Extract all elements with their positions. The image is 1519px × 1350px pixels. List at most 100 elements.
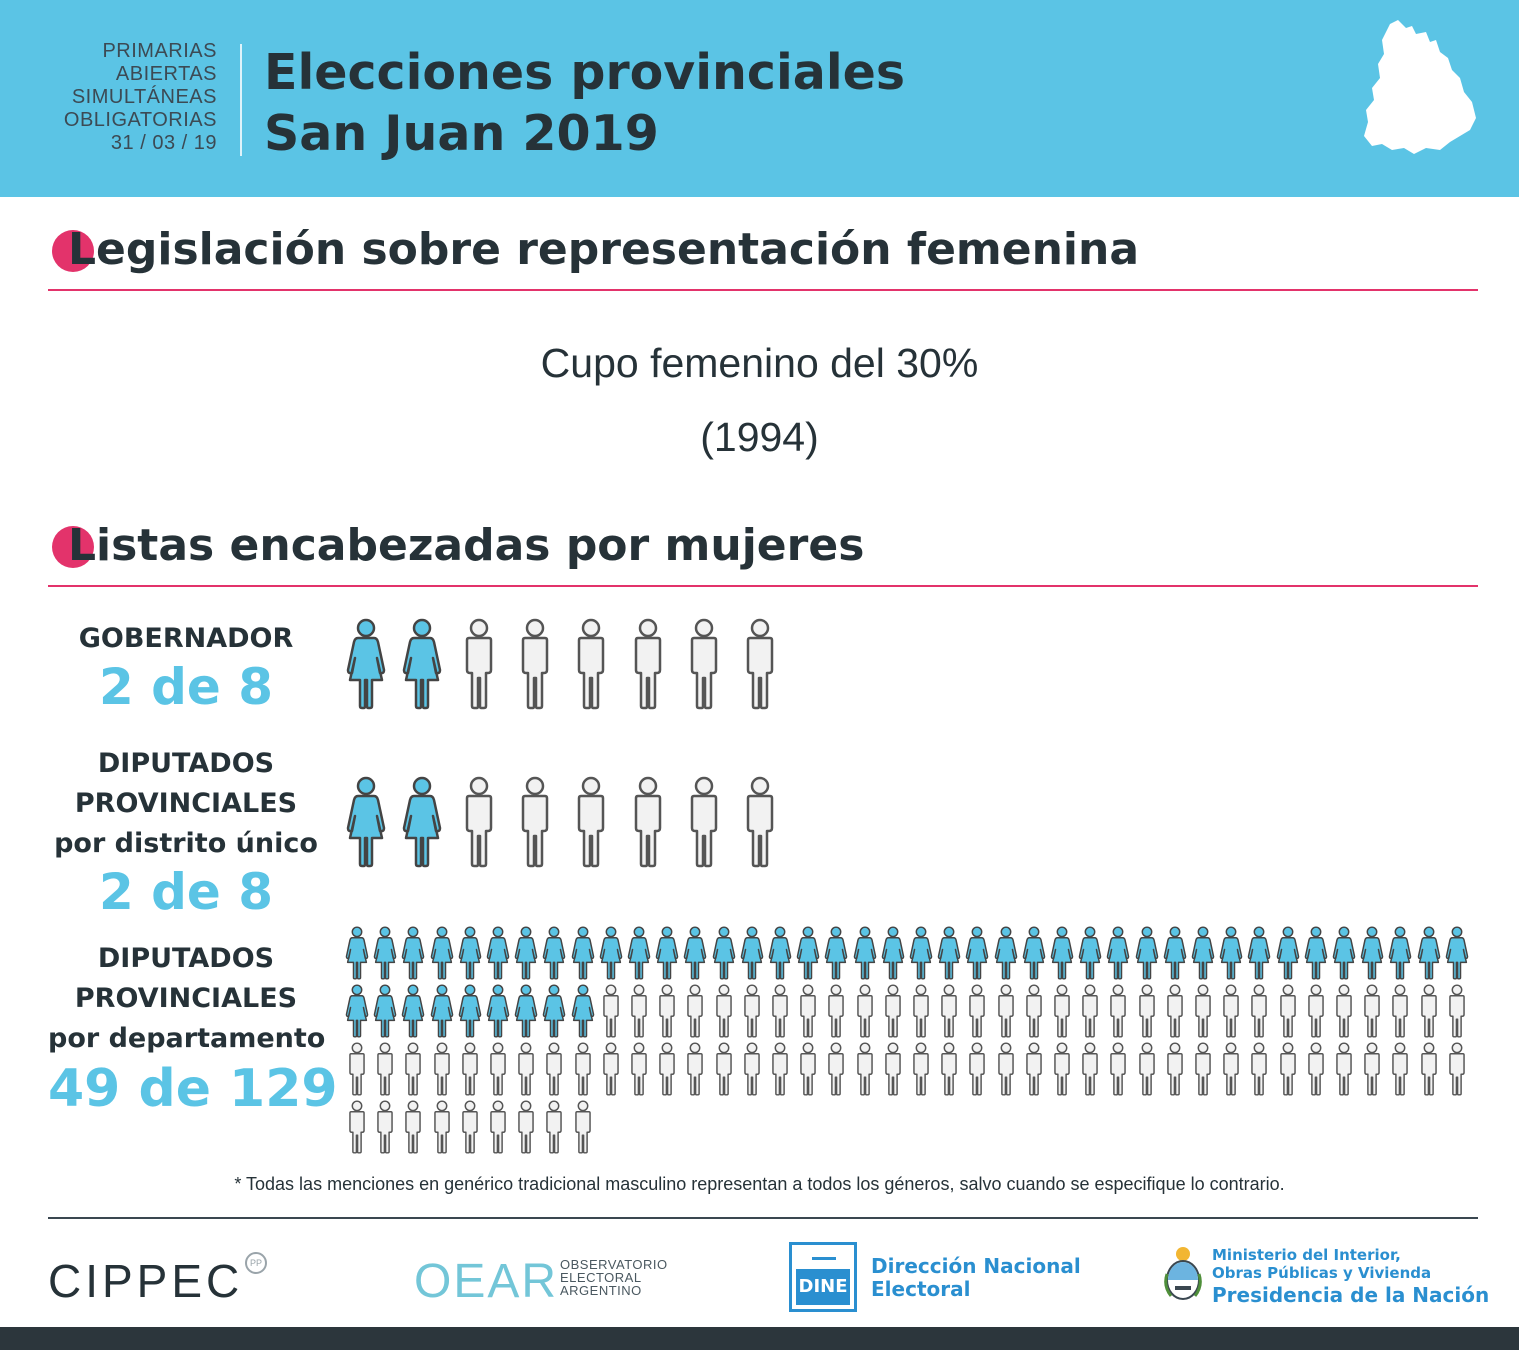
- man-figure-icon: [542, 1100, 566, 1154]
- paso-label: PRIMARIAS ABIERTAS SIMULTÁNEAS OBLIGATOR…: [0, 40, 217, 155]
- dine-text: Dirección Nacional Electoral: [871, 1255, 1081, 1301]
- man-figure-icon: [599, 984, 623, 1038]
- dine-text-line: Electoral: [871, 1277, 971, 1301]
- man-figure-icon: [459, 776, 499, 868]
- oear-subtitle: OBSERVATORIO ELECTORAL ARGENTINO: [560, 1258, 690, 1297]
- woman-figure-icon: [909, 926, 933, 980]
- paso-line: SIMULTÁNEAS: [71, 86, 217, 108]
- oear-sub-line: ELECTORAL: [560, 1270, 642, 1285]
- man-figure-icon: [768, 984, 792, 1038]
- man-figure-icon: [514, 1100, 538, 1154]
- woman-figure-icon: [824, 926, 848, 980]
- row-label-line: GOBERNADOR: [78, 623, 294, 654]
- woman-figure-icon: [1191, 926, 1215, 980]
- paso-date: 31 / 03 / 19: [110, 132, 217, 154]
- ministerio-text: Ministerio del Interior, Obras Públicas …: [1212, 1246, 1489, 1308]
- man-figure-icon: [542, 1042, 566, 1096]
- header-band: PRIMARIAS ABIERTAS SIMULTÁNEAS OBLIGATOR…: [0, 0, 1519, 197]
- woman-figure-icon: [373, 926, 397, 980]
- man-figure-icon: [1304, 984, 1328, 1038]
- man-figure-icon: [571, 1042, 595, 1096]
- man-figure-icon: [599, 1042, 623, 1096]
- man-figure-icon: [1360, 984, 1384, 1038]
- header-divider: [240, 44, 242, 156]
- row-label-line: por departamento: [48, 1023, 326, 1054]
- woman-figure-icon: [458, 984, 482, 1038]
- woman-figure-icon: [373, 984, 397, 1038]
- man-figure-icon: [1191, 1042, 1215, 1096]
- woman-figure-icon: [402, 618, 442, 710]
- woman-figure-icon: [346, 776, 386, 868]
- man-figure-icon: [1163, 1042, 1187, 1096]
- ministerio-line: Obras Públicas y Vivienda: [1212, 1264, 1432, 1282]
- oear-sub-line: OBSERVATORIO: [560, 1257, 668, 1272]
- woman-figure-icon: [542, 926, 566, 980]
- woman-figure-icon: [401, 984, 425, 1038]
- man-figure-icon: [430, 1042, 454, 1096]
- dine-box: DINE: [789, 1242, 857, 1312]
- section-title-listas: Listas encabezadas por mujeres: [48, 520, 864, 571]
- man-figure-icon: [571, 618, 611, 710]
- man-figure-icon: [1078, 1042, 1102, 1096]
- man-figure-icon: [627, 984, 651, 1038]
- man-figure-icon: [1445, 984, 1469, 1038]
- man-figure-icon: [1417, 984, 1441, 1038]
- man-figure-icon: [1022, 984, 1046, 1038]
- row-label-line: por distrito único: [54, 828, 318, 859]
- man-figure-icon: [1135, 984, 1159, 1038]
- man-figure-icon: [1388, 1042, 1412, 1096]
- man-figure-icon: [627, 1042, 651, 1096]
- man-figure-icon: [965, 1042, 989, 1096]
- woman-figure-icon: [1050, 926, 1074, 980]
- man-figure-icon: [684, 618, 724, 710]
- row-count: 49 de 129: [48, 1059, 338, 1119]
- row-label-line: DIPUTADOS: [97, 943, 275, 974]
- man-figure-icon: [768, 1042, 792, 1096]
- man-figure-icon: [994, 984, 1018, 1038]
- paso-line: ABIERTAS: [115, 63, 217, 85]
- man-figure-icon: [486, 1042, 510, 1096]
- woman-figure-icon: [1078, 926, 1102, 980]
- man-figure-icon: [430, 1100, 454, 1154]
- row-distrito-label: DIPUTADOS PROVINCIALES por distrito únic…: [48, 744, 324, 920]
- man-figure-icon: [740, 776, 780, 868]
- man-figure-icon: [853, 984, 877, 1038]
- man-figure-icon: [571, 1100, 595, 1154]
- man-figure-icon: [1106, 1042, 1130, 1096]
- woman-figure-icon: [683, 926, 707, 980]
- woman-figure-icon: [430, 984, 454, 1038]
- row-label-line: DIPUTADOS: [97, 748, 275, 779]
- woman-figure-icon: [1388, 926, 1412, 980]
- woman-figure-icon: [1332, 926, 1356, 980]
- man-figure-icon: [740, 1042, 764, 1096]
- man-figure-icon: [458, 1042, 482, 1096]
- bottom-bar: [0, 1327, 1519, 1350]
- man-figure-icon: [655, 1042, 679, 1096]
- man-figure-icon: [1247, 984, 1271, 1038]
- man-figure-icon: [1445, 1042, 1469, 1096]
- section-rule: [48, 289, 1478, 291]
- man-figure-icon: [514, 1042, 538, 1096]
- man-figure-icon: [796, 1042, 820, 1096]
- woman-figure-icon: [1360, 926, 1384, 980]
- woman-figure-icon: [1276, 926, 1300, 980]
- man-figure-icon: [937, 984, 961, 1038]
- man-figure-icon: [1360, 1042, 1384, 1096]
- woman-figure-icon: [712, 926, 736, 980]
- man-figure-icon: [1219, 1042, 1243, 1096]
- woman-figure-icon: [345, 926, 369, 980]
- man-figure-icon: [628, 618, 668, 710]
- man-figure-icon: [683, 984, 707, 1038]
- ministerio-line: Ministerio del Interior,: [1212, 1246, 1401, 1264]
- man-figure-icon: [937, 1042, 961, 1096]
- man-figure-icon: [401, 1100, 425, 1154]
- woman-figure-icon: [571, 926, 595, 980]
- man-figure-icon: [515, 618, 555, 710]
- dine-text-line: Dirección Nacional: [871, 1254, 1081, 1278]
- man-figure-icon: [684, 776, 724, 868]
- man-figure-icon: [373, 1100, 397, 1154]
- man-figure-icon: [1276, 984, 1300, 1038]
- section-rule: [48, 585, 1478, 587]
- oear-logo: OEAR OBSERVATORIO ELECTORAL ARGENTINO: [414, 1254, 667, 1309]
- cupo-year: (1994): [700, 414, 819, 460]
